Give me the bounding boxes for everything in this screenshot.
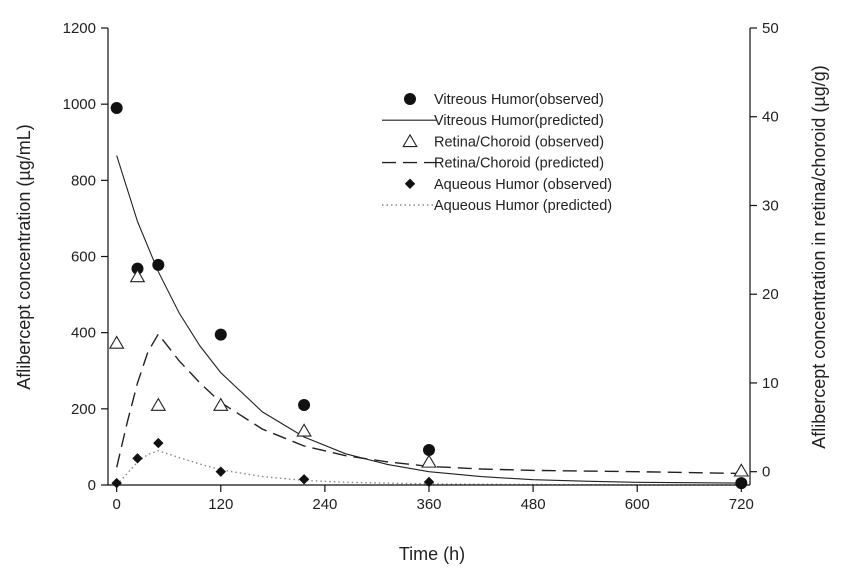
x-axis-title: Time (h)	[399, 544, 465, 564]
y-axis-title: Aflibercept concentration (µg/mL)	[14, 124, 34, 390]
y2-tick-label: 40	[762, 109, 779, 126]
series-line-1	[116, 155, 742, 484]
x-tick-label: 480	[521, 496, 546, 513]
x-tick-label: 120	[208, 496, 233, 513]
y2-tick-label: 20	[762, 286, 779, 303]
legend-swatch	[404, 178, 416, 189]
data-point-0	[110, 101, 123, 114]
data-point-2	[421, 454, 437, 468]
data-point-0	[131, 262, 144, 275]
legend-label: Retina/Choroid (predicted)	[434, 156, 604, 172]
y-tick-label: 400	[71, 325, 96, 342]
data-point-0	[152, 258, 165, 271]
data-point-4	[736, 479, 747, 490]
x-tick-label: 360	[416, 496, 441, 513]
y-tick-label: 800	[71, 172, 96, 189]
y-tick-label: 0	[88, 477, 96, 494]
data-point-4	[132, 453, 143, 464]
data-point-2	[150, 397, 167, 411]
data-point-4	[298, 474, 310, 485]
y2-axis-title: Aflibercept concentration in retina/chor…	[809, 65, 829, 449]
data-point-2	[213, 397, 229, 411]
x-tick-label: 0	[113, 496, 121, 513]
y-tick-label: 1200	[63, 20, 96, 37]
legend-label: Aqueous Humor (observed)	[434, 177, 612, 193]
y-tick-label: 600	[71, 249, 96, 266]
data-point-4	[111, 477, 122, 489]
x-tick-label: 600	[625, 496, 650, 513]
y2-tick-label: 50	[762, 20, 779, 37]
legend-label: Retina/Choroid (observed)	[434, 134, 604, 150]
data-point-0	[423, 443, 435, 456]
legend-label: Vitreous Humor(observed)	[434, 92, 604, 108]
legend-swatch	[404, 93, 416, 105]
y-tick-label: 1000	[63, 96, 96, 113]
legend-swatch	[402, 133, 418, 148]
data-point-2	[296, 423, 312, 437]
legend-label: Aqueous Humor (predicted)	[434, 198, 612, 214]
data-point-2	[129, 268, 146, 283]
data-point-0	[214, 328, 227, 341]
data-point-4	[215, 466, 226, 477]
series-line-3	[116, 332, 742, 475]
y2-tick-label: 30	[762, 197, 779, 214]
data-point-2	[108, 335, 125, 349]
y2-tick-label: 0	[762, 464, 770, 481]
y2-tick-label: 10	[762, 375, 779, 392]
x-tick-label: 240	[312, 496, 337, 513]
data-point-2	[733, 463, 750, 477]
data-point-0	[298, 399, 311, 412]
data-point-4	[153, 437, 164, 449]
legend-label: Vitreous Humor(predicted)	[434, 113, 604, 129]
y-tick-label: 200	[71, 401, 96, 418]
x-tick-label: 720	[729, 496, 754, 513]
